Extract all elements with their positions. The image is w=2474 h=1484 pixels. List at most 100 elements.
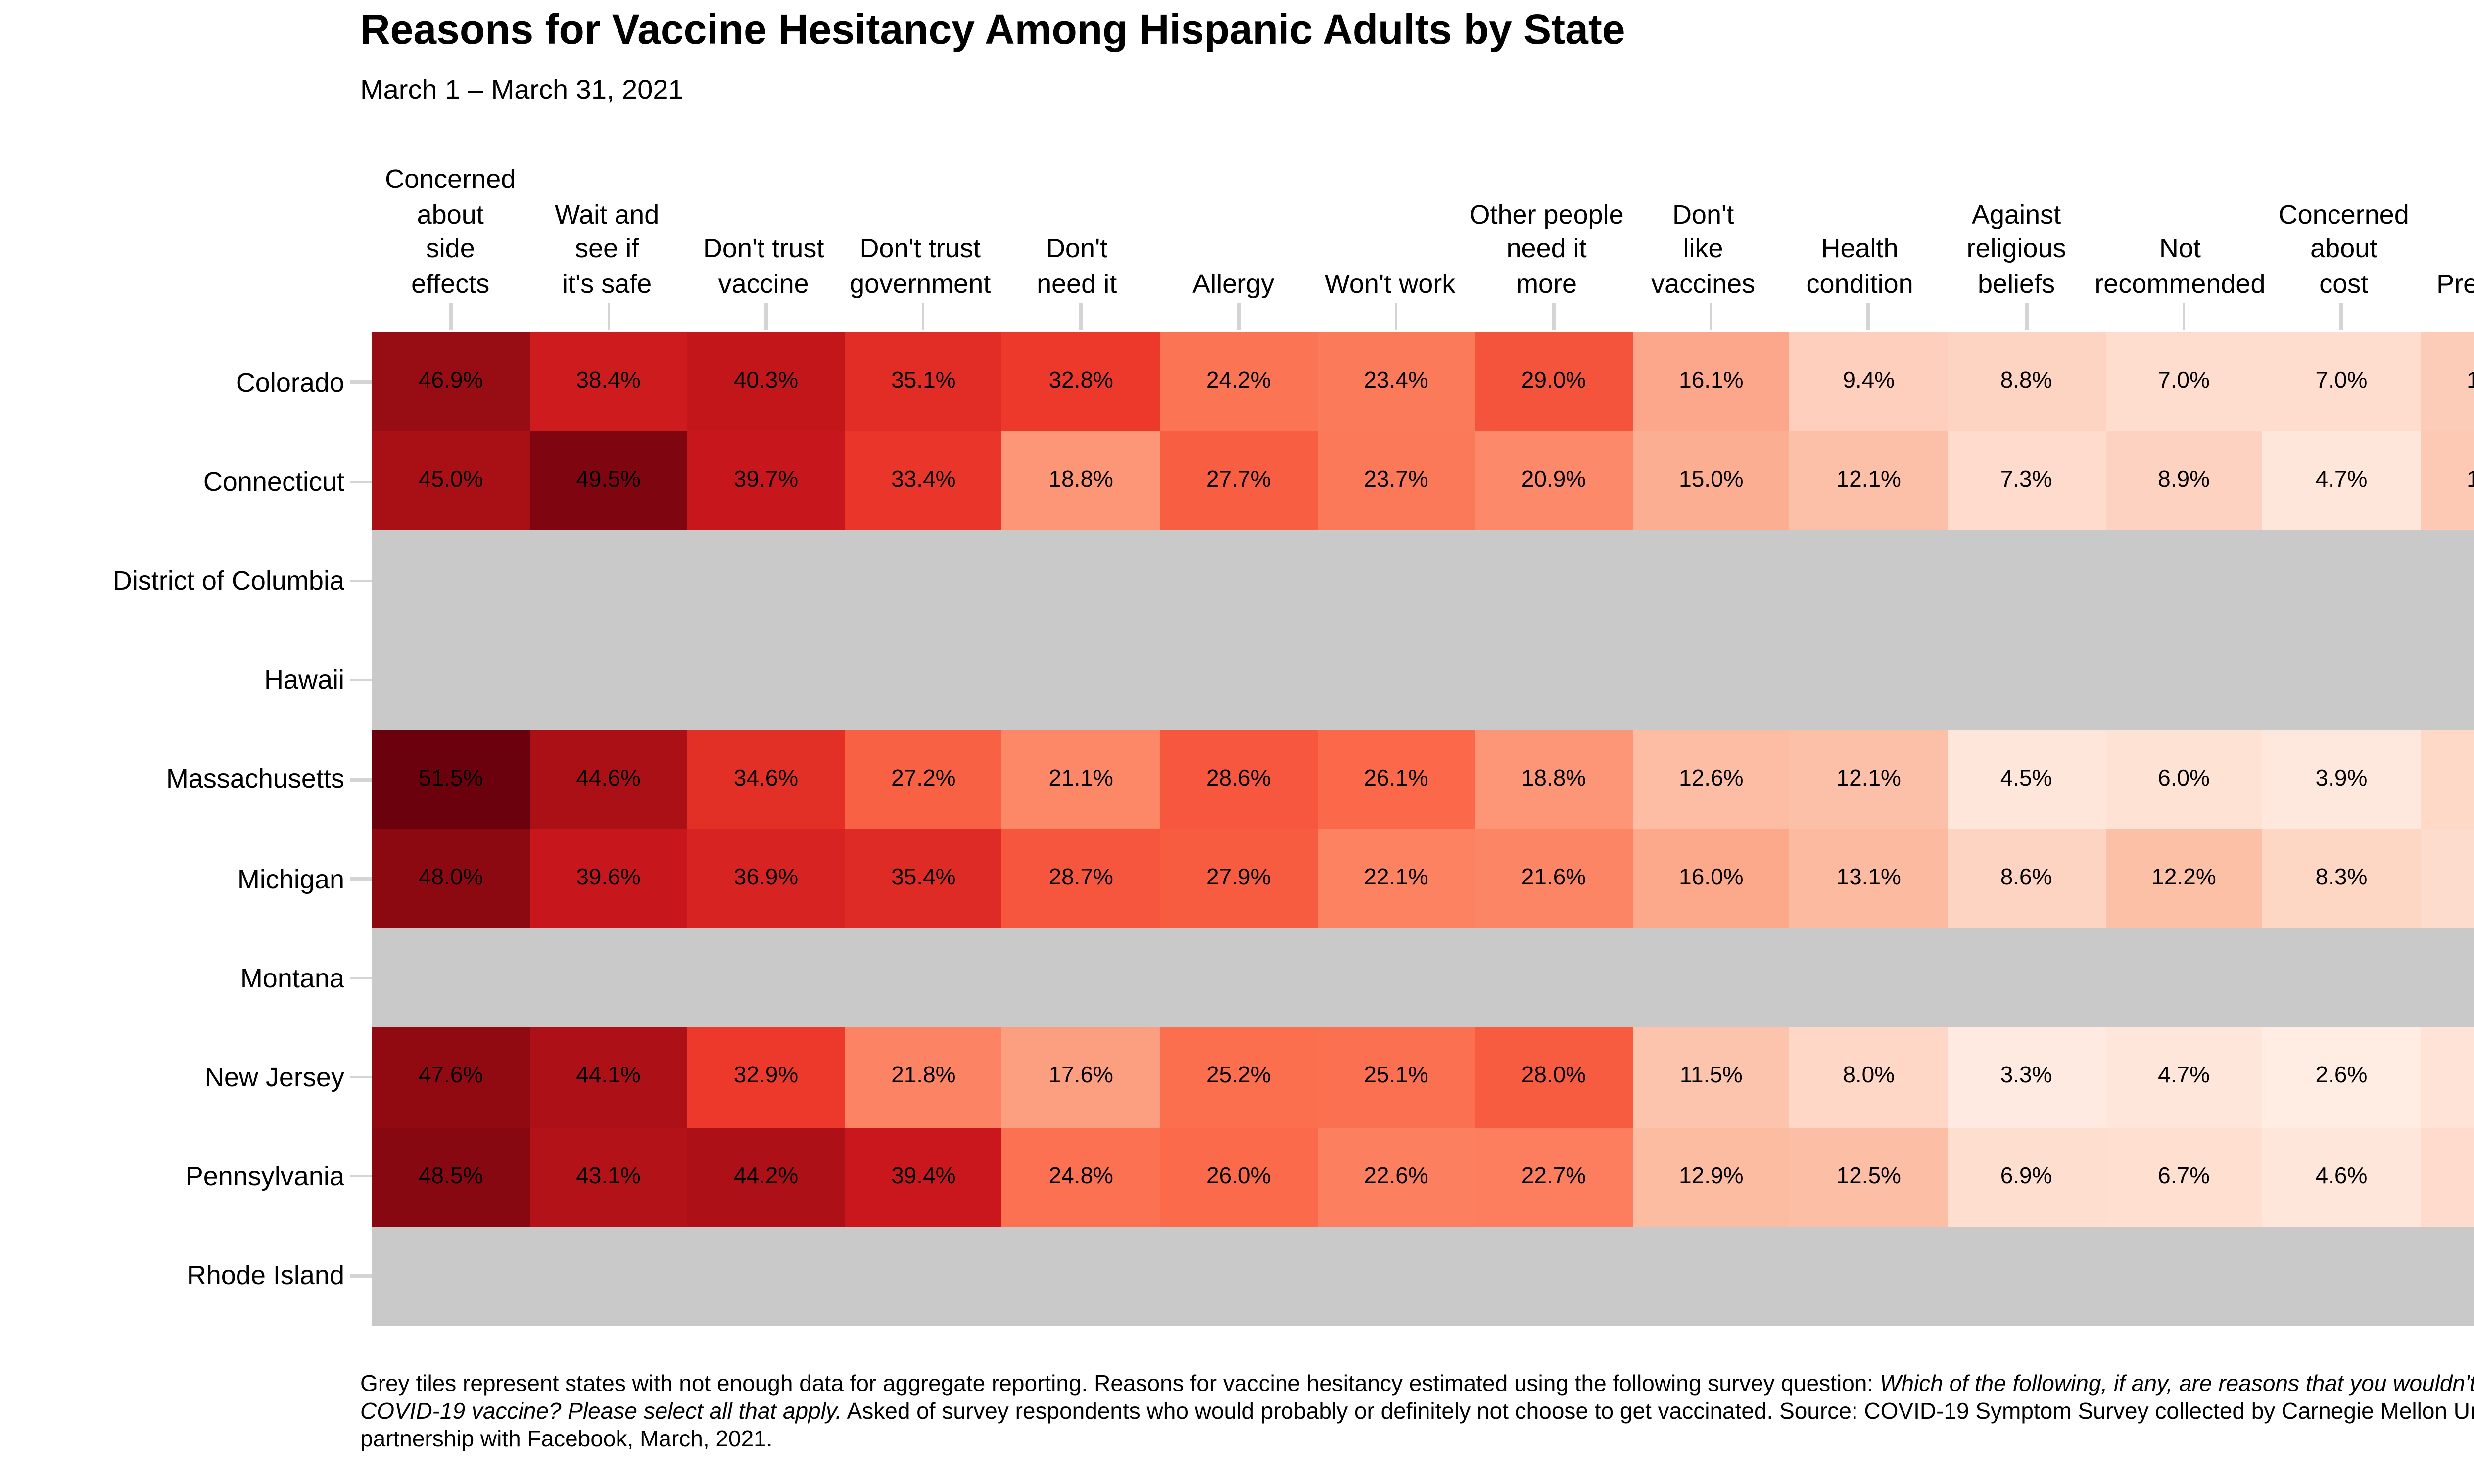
heatmap-cell: 47.6%: [372, 1027, 530, 1127]
heatmap-cell-missing: [529, 531, 687, 631]
heatmap-cell-missing: [2105, 1226, 2263, 1326]
row-label: New Jersey: [204, 1062, 344, 1092]
column-header-line: about: [417, 199, 484, 229]
heatmap-cell: 48.0%: [372, 829, 530, 928]
heatmap-cell-missing: [1947, 630, 2105, 730]
heatmap-cell: 18.8%: [1002, 431, 1160, 531]
heatmap-cell: 28.6%: [1159, 730, 1318, 829]
column-tick: [1394, 303, 1398, 330]
column-header-line: more: [1516, 268, 1577, 298]
heatmap-cell: 21.8%: [845, 1027, 1002, 1127]
heatmap-cell: 9.4%: [1790, 332, 1948, 432]
column-header: Wait and see if it's safe: [528, 142, 685, 301]
heatmap-cell: 36.9%: [687, 829, 845, 928]
heatmap-cell: 13.1%: [1790, 829, 1948, 928]
column-header: Allergy: [1155, 142, 1312, 301]
heatmap-cell-missing: [1790, 928, 1948, 1028]
heatmap-cell-missing: [845, 928, 1002, 1028]
heatmap-cell-missing: [2262, 1226, 2421, 1326]
caption-segment: Which of the following, if any, are reas…: [360, 1373, 2474, 1425]
heatmap-cell-missing: [1002, 1226, 1160, 1326]
row-label: Connecticut: [203, 466, 344, 497]
row-label: Colorado: [236, 367, 344, 397]
heatmap-cell: 8.9%: [2105, 431, 2263, 531]
heatmap-cell-missing: [1947, 928, 2105, 1028]
heatmap-cell: 21.1%: [1002, 730, 1160, 829]
heatmap-cell: 48.5%: [372, 1127, 530, 1227]
heatmap-cell-missing: [1159, 531, 1318, 631]
heatmap-cell-missing: [2420, 630, 2474, 730]
heatmap-cell: 5.7%: [2420, 1027, 2474, 1127]
column-tick: [1867, 303, 1870, 330]
heatmap-cell: 44.6%: [529, 730, 687, 829]
heatmap-cell: 45.0%: [372, 431, 530, 531]
row-label: Montana: [240, 963, 344, 993]
heatmap-cell: 7.2%: [2420, 829, 2474, 928]
heatmap-cell: 43.1%: [529, 1127, 687, 1227]
heatmap-cell-missing: [1002, 531, 1160, 631]
column-header-line: Other people: [1469, 199, 1624, 229]
heatmap-cell-missing: [2105, 630, 2263, 730]
heatmap-cell: 8.6%: [1947, 829, 2105, 928]
heatmap-cell-missing: [1159, 630, 1318, 730]
column-header-line: Against: [1972, 199, 2061, 229]
heatmap-cell-missing: [1002, 928, 1160, 1028]
heatmap-cell-missing: [1790, 531, 1948, 631]
heatmap-cell: 34.6%: [687, 730, 845, 829]
heatmap-cell-missing: [1475, 531, 1633, 631]
heatmap-cell-missing: [687, 531, 845, 631]
heatmap-cell-missing: [372, 630, 530, 730]
heatmap-cell-missing: [1475, 630, 1633, 730]
column-header-line: Concerned: [2278, 199, 2409, 229]
heatmap-cell: 7.3%: [1947, 431, 2105, 531]
heatmap-cell: 16.1%: [1632, 332, 1790, 432]
heatmap-cell: 27.2%: [845, 730, 1002, 829]
heatmap-cell-missing: [1159, 928, 1318, 1028]
heatmap-cell: 39.4%: [845, 1127, 1002, 1227]
column-tick: [607, 303, 610, 330]
column-header-line: need it: [1506, 233, 1587, 263]
heatmap-cell-missing: [1632, 531, 1790, 631]
column-header: Concerned about side effects: [372, 142, 528, 301]
heatmap-cell-missing: [372, 531, 530, 631]
heatmap-cell: 3.9%: [2262, 730, 2421, 829]
heatmap-cell: 28.0%: [1475, 1027, 1633, 1127]
heatmap-cell: 33.4%: [845, 431, 1002, 531]
column-tick: [449, 303, 453, 330]
row-tick-left: [350, 1274, 372, 1278]
heatmap-cell-missing: [1790, 630, 1948, 730]
row-tick-left: [350, 1076, 372, 1079]
heatmap-cell-missing: [1317, 928, 1475, 1028]
column-header-line: need it: [1037, 268, 1117, 298]
heatmap-cell-missing: [1317, 531, 1475, 631]
heatmap-cell-missing: [1317, 1226, 1475, 1326]
row-tick-left: [350, 877, 372, 881]
heatmap-cell-missing: [1475, 928, 1633, 1028]
heatmap-cell: 4.5%: [1947, 730, 2105, 829]
column-header-line: like: [1683, 233, 1723, 263]
column-header-line: condition: [1806, 268, 1913, 298]
column-header: Don't trust government: [842, 142, 999, 301]
column-tick: [2340, 303, 2343, 330]
heatmap-cell: 23.4%: [1317, 332, 1475, 432]
heatmap-cell: 38.4%: [529, 332, 687, 432]
heatmap-cell-missing: [2420, 928, 2474, 1028]
column-header-line: see if: [575, 233, 639, 263]
column-tick: [2182, 303, 2186, 330]
row-tick-left: [350, 1175, 372, 1178]
column-header-line: Don't: [1046, 233, 1108, 263]
heatmap-cell-missing: [2420, 531, 2474, 631]
heatmap-cell: 11.5%: [1632, 1027, 1790, 1127]
column-tick: [922, 303, 925, 330]
heatmap-cell: 26.1%: [1317, 730, 1475, 829]
column-tick: [1710, 303, 1713, 330]
column-tick: [1079, 303, 1083, 330]
column-header-line: Health: [1821, 233, 1899, 263]
column-header-line: cost: [2319, 268, 2369, 298]
heatmap-cell-missing: [1632, 630, 1790, 730]
heatmap-cell: 8.8%: [1947, 332, 2105, 432]
heatmap-cell: 39.7%: [687, 431, 845, 531]
heatmap-cell-missing: [1947, 1226, 2105, 1326]
heatmap-cell: 51.5%: [372, 730, 530, 829]
heatmap-cell: 20.9%: [1475, 431, 1633, 531]
